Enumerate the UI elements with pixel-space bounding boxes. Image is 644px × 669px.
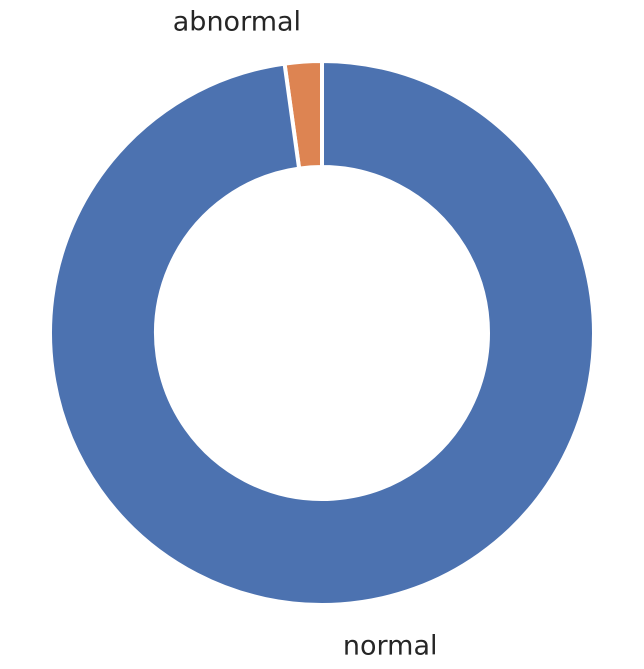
donut-slices [48, 59, 596, 607]
slice-label-abnormal: abnormal [173, 7, 301, 38]
slice-labels: abnormal normal [173, 7, 438, 662]
slice-label-normal: normal [343, 630, 438, 661]
slice-normal [48, 59, 596, 607]
